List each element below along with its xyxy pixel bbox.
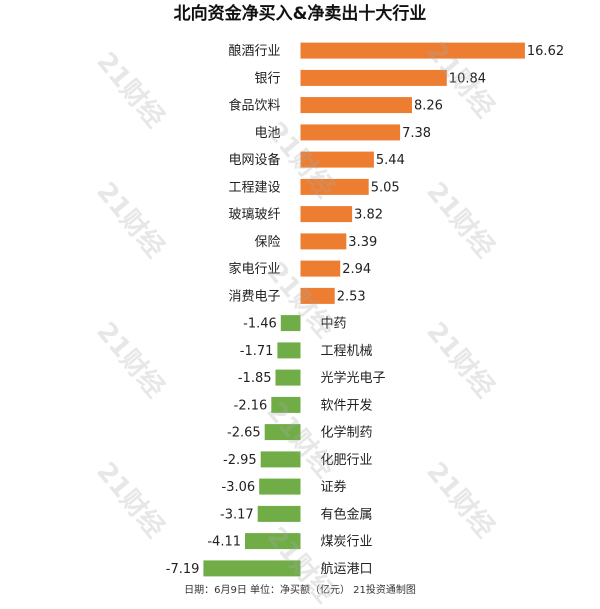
category-label: 工程建设	[228, 180, 280, 195]
bar-16	[260, 451, 301, 468]
value-label: 2.53	[337, 289, 366, 304]
category-label: 化学制药	[321, 425, 373, 441]
category-label: 软件开发	[321, 397, 373, 413]
bar-14	[271, 396, 301, 413]
chart-footer: 日期：6月9日 单位：净买额（亿元） 21投资通制图	[184, 583, 416, 596]
bar-19	[245, 533, 301, 550]
bars	[203, 42, 525, 577]
bar-15	[264, 424, 301, 441]
labels: 酿酒行业 16.62 银行 10.84 食品饮料 8.26 电池 7.38 电网设备 5.44 工程…	[166, 43, 564, 577]
value-label: -2.16	[234, 398, 268, 413]
category-label: 电网设备	[228, 152, 280, 168]
category-label: 证券	[321, 479, 347, 495]
value-label: -7.19	[166, 562, 200, 577]
bar-5	[300, 151, 374, 168]
category-label: 食品饮料	[228, 98, 280, 114]
value-label: 8.26	[414, 99, 443, 114]
bar-1	[300, 42, 525, 59]
chart-title: 北向资金净买入&净卖出十大行业	[174, 3, 427, 24]
value-label: 16.62	[527, 44, 564, 59]
bar-8	[300, 233, 347, 250]
value-label: -3.17	[220, 507, 254, 522]
category-label: 煤炭行业	[321, 535, 373, 550]
category-label: 银行	[254, 71, 280, 86]
value-label: -1.46	[243, 317, 277, 332]
value-label: 3.82	[354, 208, 383, 223]
value-label: -1.85	[238, 371, 272, 386]
bar-11	[280, 315, 301, 332]
bar-13	[275, 369, 301, 386]
category-label: 家电行业	[228, 261, 280, 277]
category-label: 玻璃玻纤	[228, 208, 280, 223]
bar-12	[277, 342, 301, 359]
value-label: 2.94	[342, 262, 371, 277]
bar-10	[300, 287, 335, 304]
category-label: 化肥行业	[321, 453, 373, 468]
bar-9	[300, 260, 341, 277]
category-label: 消费电子	[228, 289, 280, 304]
category-label: 光学光电子	[321, 370, 386, 386]
value-label: -1.71	[240, 344, 274, 359]
category-label: 工程机械	[321, 344, 373, 359]
category-label: 酿酒行业	[228, 43, 280, 59]
bar-6	[300, 178, 369, 195]
bar-2	[300, 69, 447, 86]
bar-7	[300, 206, 353, 223]
bar-20	[203, 560, 301, 577]
value-label: -2.95	[223, 453, 257, 468]
bar-4	[300, 124, 401, 141]
value-label: -3.06	[222, 480, 256, 495]
category-label: 航运港口	[321, 561, 373, 577]
bar-18	[257, 505, 301, 522]
category-label: 电池	[254, 126, 280, 141]
value-label: 7.38	[402, 126, 431, 141]
category-label: 有色金属	[321, 506, 373, 522]
bar-17	[259, 478, 301, 495]
value-label: -4.11	[207, 535, 241, 550]
value-label: -2.65	[227, 426, 261, 441]
value-label: 10.84	[449, 71, 486, 86]
bar-3	[300, 97, 412, 114]
value-label: 3.39	[348, 235, 377, 250]
value-label: 5.44	[376, 153, 405, 168]
category-label: 保险	[254, 235, 280, 250]
value-label: 5.05	[371, 180, 400, 195]
category-label: 中药	[321, 317, 347, 332]
